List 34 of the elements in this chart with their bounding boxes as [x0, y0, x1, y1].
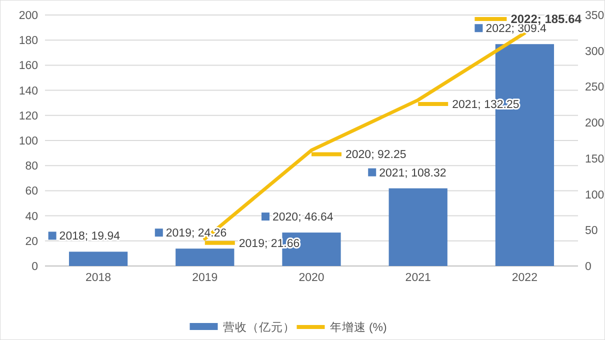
y2-tick-label: 250 — [585, 82, 604, 94]
y-tick-label: 120 — [18, 110, 38, 122]
data-label: 2020; 92.25 — [346, 149, 406, 162]
y-tick-label: 60 — [25, 186, 38, 198]
y-tick-label: 200 — [18, 10, 38, 22]
y2-tick-label: 0 — [585, 261, 592, 273]
x-tick-label: 2018 — [86, 272, 112, 284]
y-tick-label: 40 — [25, 210, 38, 223]
y-tick-label: 180 — [18, 35, 38, 48]
x-tick-label: 2020 — [298, 272, 324, 284]
data-label: 2018; 19.94 — [59, 230, 121, 243]
y-tick-label: 140 — [18, 85, 38, 98]
y2-tick-label: 100 — [585, 189, 604, 202]
y2-tick-label: 50 — [585, 225, 598, 238]
y-tick-label: 0 — [32, 261, 38, 273]
y2-tick-label: 200 — [585, 118, 604, 130]
y-tick-label: 20 — [25, 236, 38, 248]
data-label: 2021; 108.32 — [379, 167, 446, 180]
x-tick-label: 2019 — [192, 272, 218, 284]
legend-label: 年增速 (%) — [330, 321, 387, 334]
y2-tick-label: 150 — [585, 153, 604, 166]
y2-tick-label: 350 — [585, 10, 604, 22]
y-tick-label: 160 — [18, 60, 38, 72]
y-tick-label: 80 — [25, 160, 38, 173]
x-tick-label: 2022 — [512, 272, 538, 284]
x-tick-label: 2021 — [405, 272, 431, 284]
bar — [176, 248, 234, 266]
legend-label: 营收（亿元） — [222, 321, 295, 334]
y-tick-label: 100 — [18, 136, 38, 148]
y2-tick-label: 300 — [585, 46, 604, 58]
bar — [68, 252, 128, 266]
data-label: 2020; 46.64 — [272, 212, 334, 224]
data-label: 2022; 309.4 — [486, 23, 548, 36]
bar — [388, 188, 448, 266]
